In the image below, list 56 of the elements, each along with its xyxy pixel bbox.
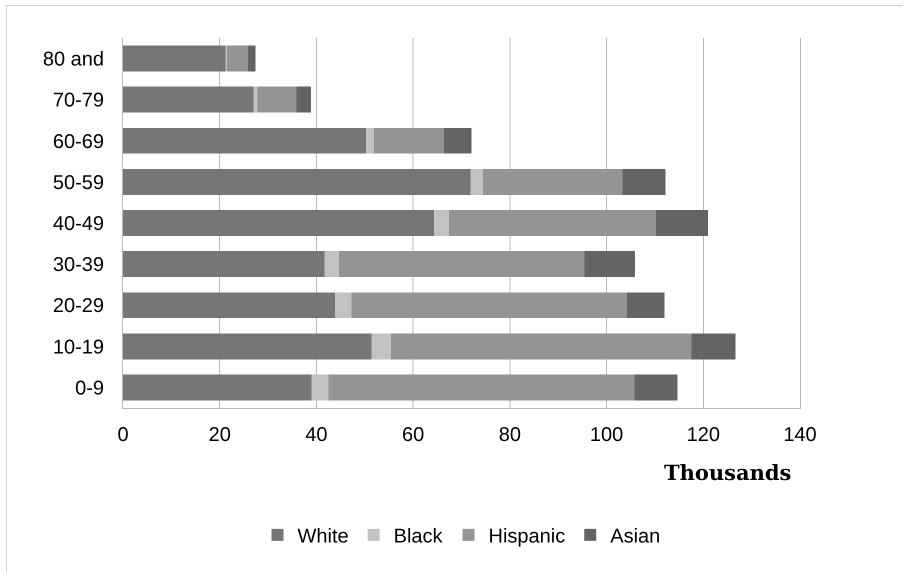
bar bbox=[339, 251, 584, 278]
x-tick-label: 80 bbox=[498, 424, 521, 446]
bar bbox=[123, 251, 325, 278]
bar bbox=[351, 292, 627, 318]
bar bbox=[390, 333, 692, 360]
bar bbox=[374, 128, 444, 154]
bar bbox=[123, 292, 335, 318]
y-tick-label: 80 and bbox=[42, 48, 104, 71]
bar bbox=[324, 251, 340, 278]
x-tick-label: 20 bbox=[208, 424, 231, 446]
y-tick-label: 0-9 bbox=[75, 377, 104, 400]
bar bbox=[334, 292, 352, 318]
y-tick-label: 60-69 bbox=[52, 130, 104, 153]
bar bbox=[482, 168, 623, 195]
bar bbox=[626, 292, 665, 318]
bar bbox=[622, 168, 666, 195]
bar bbox=[444, 128, 472, 154]
bar bbox=[123, 128, 366, 154]
bar bbox=[470, 168, 483, 195]
bar bbox=[692, 333, 736, 360]
bar bbox=[257, 86, 297, 113]
x-axis-title: Thousands bbox=[664, 460, 792, 485]
bar bbox=[584, 251, 636, 278]
bar bbox=[123, 168, 471, 195]
y-tick-label: 50-59 bbox=[52, 172, 104, 194]
y-tick-label: 70-79 bbox=[52, 90, 104, 112]
bar bbox=[434, 210, 449, 236]
y-tick-label: 30-39 bbox=[52, 254, 104, 276]
bar bbox=[123, 86, 254, 113]
x-tick-label: 120 bbox=[686, 424, 720, 446]
legend-label: Hispanic bbox=[488, 526, 566, 548]
x-tick-label: 140 bbox=[783, 424, 817, 446]
bar bbox=[123, 333, 372, 360]
legend-label: Asian bbox=[610, 526, 660, 548]
bar bbox=[448, 210, 656, 236]
bar bbox=[123, 210, 434, 236]
y-tick-label: 40-49 bbox=[52, 213, 104, 235]
x-tick-label: 0 bbox=[117, 424, 129, 446]
bar bbox=[656, 210, 708, 236]
bar bbox=[328, 374, 635, 400]
bar bbox=[123, 46, 226, 72]
bar bbox=[248, 46, 256, 72]
bar bbox=[123, 374, 312, 400]
legend-label: Black bbox=[394, 526, 444, 548]
bar bbox=[296, 86, 312, 113]
bar bbox=[254, 86, 258, 113]
legend-label: White bbox=[298, 526, 349, 548]
x-tick-label: 100 bbox=[590, 424, 624, 446]
bar bbox=[226, 46, 248, 72]
y-tick-label: 10-19 bbox=[52, 336, 104, 358]
bar bbox=[366, 128, 374, 154]
y-tick-label: 20-29 bbox=[52, 295, 104, 318]
bar bbox=[372, 333, 391, 360]
x-tick-label: 60 bbox=[402, 424, 424, 446]
x-tick-label: 40 bbox=[305, 424, 328, 446]
bar bbox=[634, 374, 678, 400]
